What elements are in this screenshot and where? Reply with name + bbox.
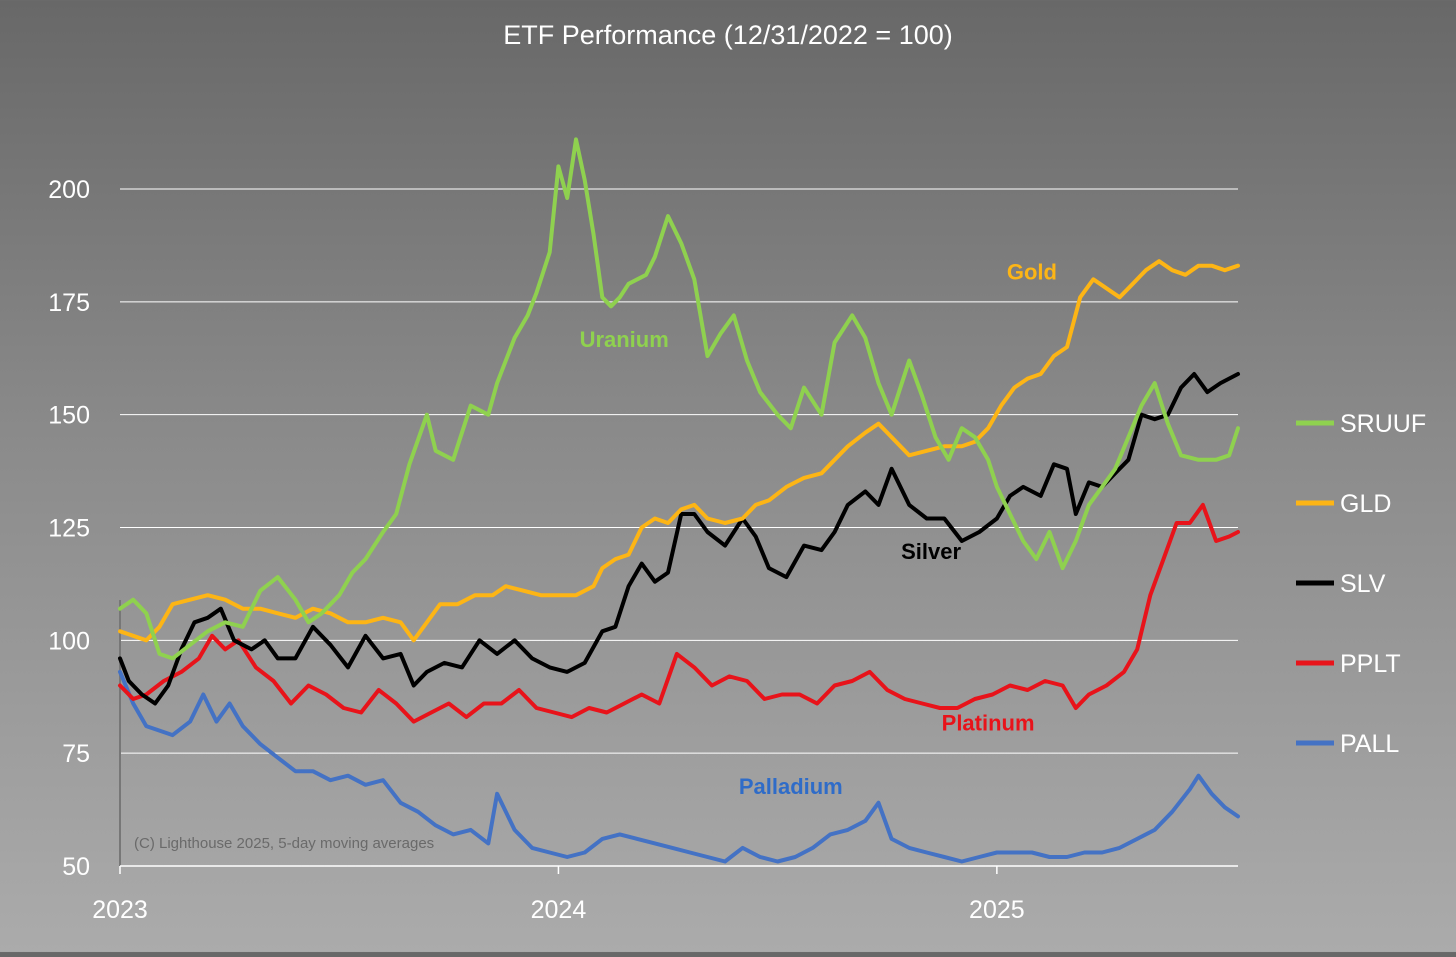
y-tick-label: 200 — [48, 176, 90, 204]
legend-label-gld: GLD — [1340, 490, 1391, 518]
legend-label-pplt: PPLT — [1340, 650, 1401, 678]
series-line-pplt — [118, 502, 1240, 724]
y-axis-ticks: 50 75 100 125 150 175 200 — [48, 176, 90, 881]
chart-title: ETF Performance (12/31/2022 = 100) — [503, 20, 953, 50]
y-tick-label: 50 — [62, 853, 90, 881]
y-tick-label: 100 — [48, 627, 90, 655]
legend-label-slv: SLV — [1340, 570, 1386, 598]
legend-label-pall: PALL — [1340, 730, 1399, 758]
x-tick-label: 2023 — [92, 896, 148, 924]
legend: SRUUF GLD SLV PPLT PALL — [1296, 410, 1426, 758]
x-tick-label: 2024 — [531, 896, 587, 924]
annotation-gold: Gold — [1007, 259, 1057, 284]
x-tick-label: 2025 — [969, 896, 1025, 924]
y-tick-label: 125 — [48, 515, 90, 543]
x-axis-ticks: 2023 2024 2025 — [92, 866, 1025, 924]
series-line-gld — [118, 259, 1240, 643]
annotation-platinum: Platinum — [942, 711, 1035, 736]
series-lines — [118, 137, 1240, 864]
series-annotations: Uranium Gold Silver Platinum Palladium — [580, 259, 1057, 799]
copyright-note: (C) Lighthouse 2025, 5-day moving averag… — [134, 835, 434, 852]
annotation-uranium: Uranium — [580, 327, 669, 352]
annotation-silver: Silver — [901, 539, 961, 564]
series-line-pall — [118, 669, 1240, 864]
y-tick-label: 175 — [48, 289, 90, 317]
series-line-slv — [118, 372, 1240, 706]
annotation-palladium: Palladium — [739, 774, 843, 799]
series-line-sruuf — [118, 137, 1240, 661]
y-tick-label: 150 — [48, 402, 90, 430]
legend-label-sruuf: SRUUF — [1340, 410, 1426, 438]
y-tick-label: 75 — [62, 740, 90, 768]
